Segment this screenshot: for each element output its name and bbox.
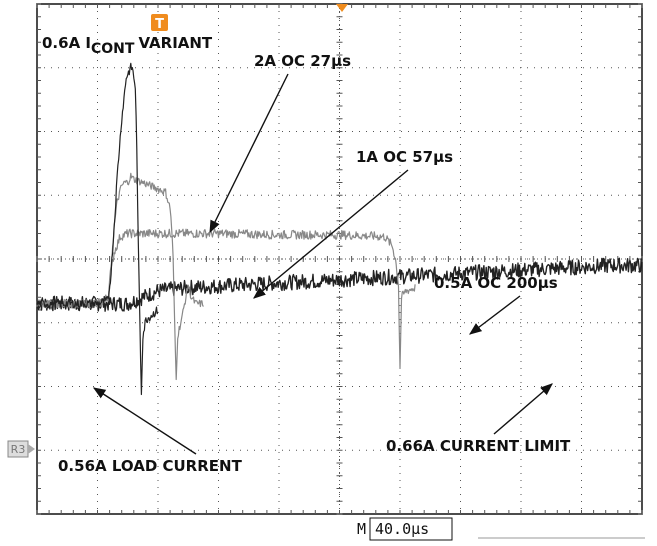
timebase-value: 40.0µs (375, 520, 429, 538)
arrow-current-limit (493, 383, 553, 435)
reference-marker: R3 (7, 440, 35, 458)
title-main: 0.6A I (42, 34, 91, 52)
trace-0-66a-current-limit (36, 257, 643, 312)
trigger-badge-label: T (155, 17, 164, 32)
traces (36, 62, 643, 396)
arrow-2a-oc (209, 73, 289, 234)
annotation-2a-oc: 2A OC 27µs (254, 52, 351, 70)
annotation-1a-oc: 1A OC 57µs (356, 148, 453, 166)
chart-title: 0.6A ICONT VARIANT (42, 34, 213, 57)
timebase-prefix: M (357, 520, 366, 538)
arrow-1a-oc (253, 169, 409, 299)
arrow-05a-oc (468, 295, 521, 335)
title-subscript: CONT (91, 41, 135, 57)
trigger-position-marker (336, 4, 348, 12)
grid (36, 3, 643, 515)
annotation-05a-oc: 0.5A OC 200µs (434, 274, 558, 292)
annotation-current-limit: 0.66A CURRENT LIMIT (386, 437, 571, 455)
title-tail: VARIANT (138, 34, 212, 52)
reference-marker-label: R3 (11, 443, 26, 456)
annotation-arrows (92, 73, 553, 455)
trace-2a-oc-27-s (36, 62, 159, 396)
annotation-load-current: 0.56A LOAD CURRENT (58, 457, 243, 475)
timebase-readout: M 40.0µs (357, 517, 453, 541)
trigger-badge: T (151, 14, 168, 32)
trace-1a-oc-57-s (36, 172, 204, 381)
arrow-load-current (92, 387, 197, 455)
